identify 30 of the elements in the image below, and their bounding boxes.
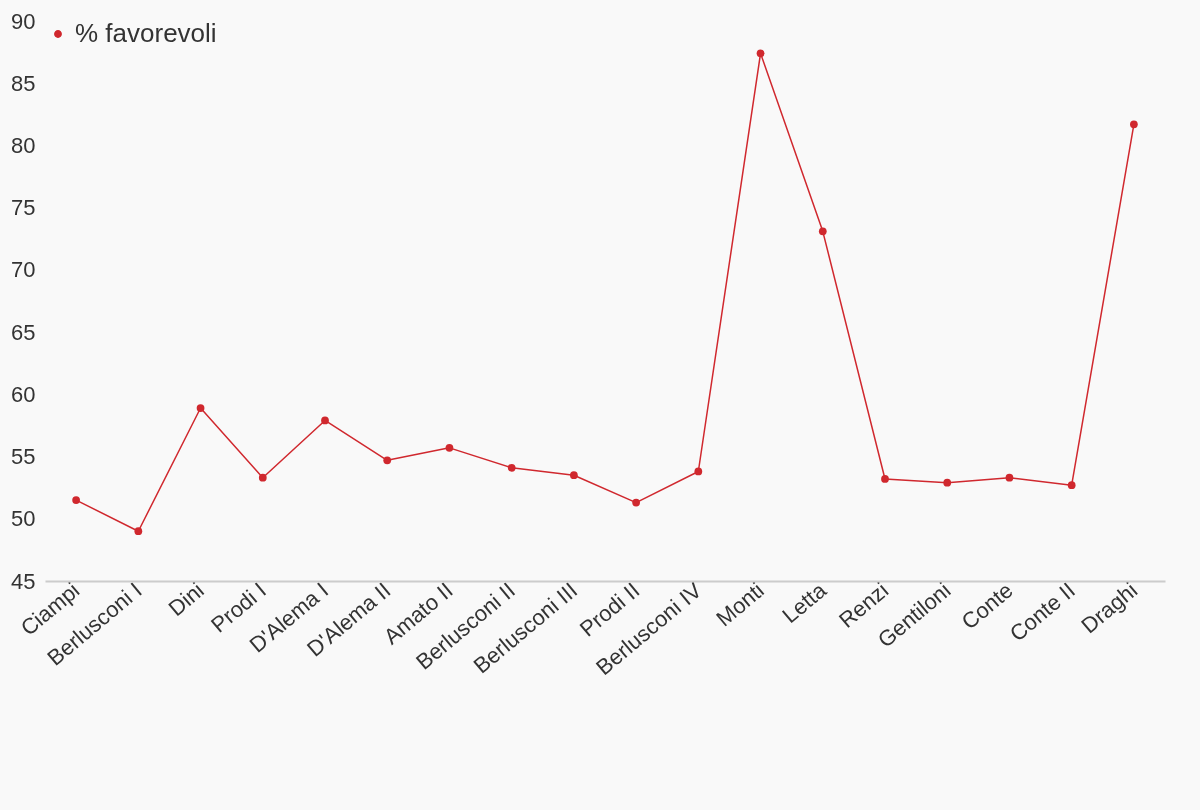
y-tick-label: 90 xyxy=(11,8,36,34)
point xyxy=(881,475,889,483)
point xyxy=(1130,120,1138,129)
x-tick-label: Letta xyxy=(777,577,832,629)
y-tick-label: 75 xyxy=(11,195,36,221)
point xyxy=(756,49,765,58)
y-tick-label: 55 xyxy=(11,444,36,470)
point xyxy=(258,473,267,482)
legend-label: % favorevoli xyxy=(75,18,217,48)
y-tick-label: 60 xyxy=(11,381,36,407)
point xyxy=(321,416,329,425)
y-tick-label: 70 xyxy=(11,257,36,283)
y-tick-label: 80 xyxy=(11,132,36,158)
point xyxy=(570,471,578,480)
point xyxy=(134,527,143,536)
point xyxy=(507,463,516,472)
point xyxy=(818,227,827,236)
point xyxy=(445,443,454,452)
y-tick-label: 85 xyxy=(11,70,36,96)
point xyxy=(694,467,703,476)
y-tick-label: 50 xyxy=(11,506,36,532)
y-tick-label: 65 xyxy=(11,319,36,345)
point xyxy=(632,498,640,507)
point xyxy=(943,478,952,487)
point xyxy=(72,496,80,504)
point xyxy=(196,404,205,412)
point xyxy=(1067,481,1076,490)
point xyxy=(1005,473,1014,482)
point xyxy=(383,456,392,465)
x-tick-label: Dini xyxy=(163,577,209,622)
